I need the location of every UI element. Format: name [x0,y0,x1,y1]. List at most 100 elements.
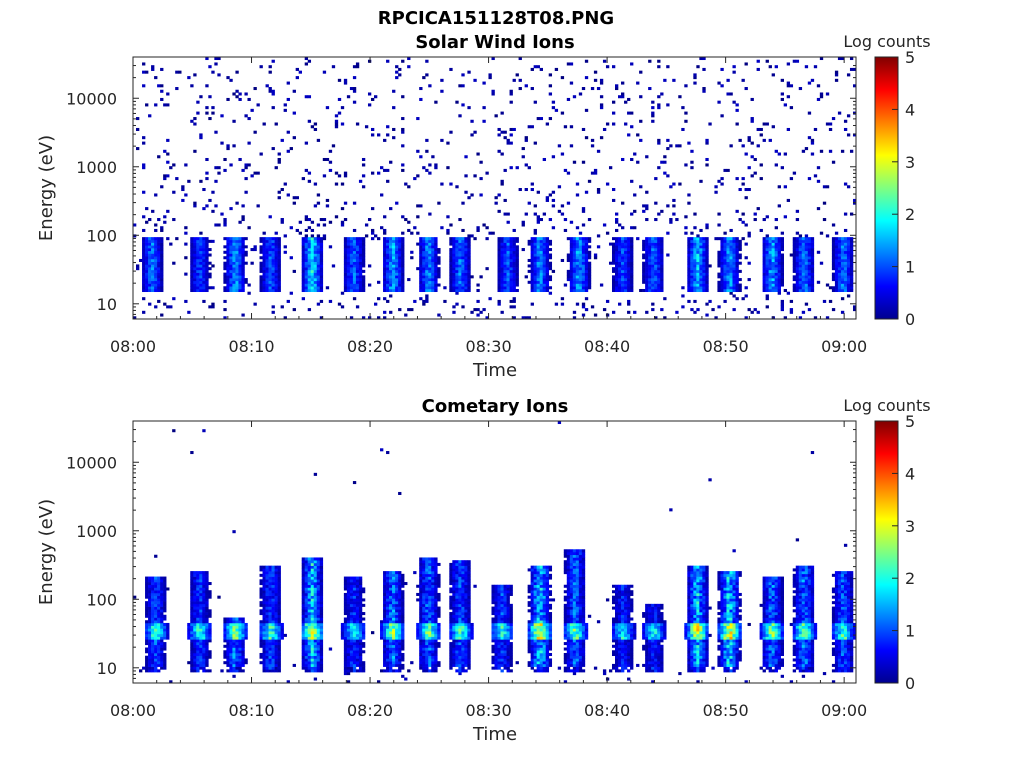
spectrogram-cell [256,204,260,208]
spectrogram-cell [307,560,312,564]
spectrogram-cell [675,310,679,314]
spectrogram-cell [259,573,263,577]
spectrogram-cell [798,87,803,91]
spectrogram-cell [792,278,797,282]
spectrogram-cell [283,316,287,320]
spectrogram-cell [337,78,342,82]
spectrogram-cell [422,253,426,257]
spectrogram-cell [389,283,393,287]
spectrogram-cell [458,242,462,246]
spectrogram-cell [271,579,275,583]
spectrogram-cell [265,669,269,673]
spectrogram-cell [795,239,800,243]
spectrogram-cell [265,642,269,646]
spectrogram-cell [229,620,233,624]
spectrogram-cell [304,612,309,616]
spectrogram-cell [569,245,574,249]
spectrogram-cell [235,644,239,648]
spectrogram-cell [148,245,152,249]
spectrogram-cell [145,628,149,632]
spectrogram-cell [205,275,209,279]
spectrogram-cell [720,261,724,265]
spectrogram-cell [548,291,553,295]
spectrogram-cell [262,261,266,265]
spectrogram-cell [392,278,396,282]
spectrogram-cell [753,308,757,312]
spectrogram-cell [142,310,146,314]
spectrogram-cell [208,590,212,594]
spectrogram-cell [584,136,589,140]
spectrogram-cell [208,669,212,673]
spectrogram-cell [265,612,269,616]
spectrogram-cell [157,606,161,610]
spectrogram-cell [151,209,155,213]
spectrogram-cell [304,625,309,629]
spectrogram-cell [238,631,242,635]
spectrogram-cell [199,283,203,287]
spectrogram-cell [621,267,625,271]
spectrogram-cell [163,587,167,591]
spectrogram-cell [401,245,405,249]
spectrogram-cell [705,261,709,265]
spectrogram-cell [199,280,203,284]
spectrogram-cell [732,261,736,265]
spectrogram-cell [431,267,435,271]
spectrogram-cell [419,253,423,257]
spectrogram-cell [307,283,312,287]
spectrogram-cell [211,264,215,268]
spectrogram-cell [732,269,736,273]
spectrogram-cell [151,250,155,254]
spectrogram-cell [542,275,547,279]
spectrogram-cell [274,636,278,640]
spectrogram-cell [816,207,821,211]
spectrogram-cell [223,631,227,635]
spectrogram-cell [247,117,251,121]
spectrogram-cell [259,636,263,640]
spectrogram-cell [232,261,236,265]
spectrogram-cell [386,256,390,260]
spectrogram-cell [545,122,550,126]
spectrogram-cell [274,571,278,575]
spectrogram-cell [624,286,628,290]
spectrogram-cell [148,625,152,629]
spectrogram-cell [145,642,149,646]
spectrogram-cell [684,119,688,123]
spectrogram-cell [536,280,540,284]
spectrogram-cell [804,242,809,246]
spectrogram-cell [395,267,399,271]
spectrogram-cell [849,283,854,287]
spectrogram-cell [389,245,393,249]
spectrogram-cell [232,642,236,646]
spectrogram-cell [419,237,423,241]
spectrogram-cell [157,609,161,613]
spectrogram-cell [226,669,230,673]
spectrogram-cell [301,592,306,596]
spectrogram-cell [166,237,170,241]
spectrogram-cell [313,239,318,243]
spectrogram-cell [843,237,848,241]
spectrogram-cell [151,264,155,268]
spectrogram-cell [747,308,751,312]
spectrogram-cell [503,256,507,260]
spectrogram-cell [151,283,155,287]
spectrogram-cell [587,237,592,241]
spectrogram-cell [732,275,736,279]
spectrogram-cell [148,633,152,637]
spectrogram-cell [268,598,272,602]
spectrogram-cell [193,286,197,290]
spectrogram-cell [262,278,266,282]
spectrogram-cell [479,160,483,164]
spectrogram-cell [696,261,700,265]
spectrogram-cell [196,587,200,591]
spectrogram-cell [389,288,393,293]
spectrogram-cell [618,256,622,260]
spectrogram-cell [615,288,619,293]
spectrogram-cell [747,261,751,265]
spectrogram-cell [425,239,429,243]
spectrogram-cell [804,256,809,260]
spectrogram-cell [268,590,272,594]
spectrogram-cell [383,231,387,235]
spectrogram-cell [163,663,167,667]
spectrogram-cell [771,242,775,246]
spectrogram-cell [154,666,158,670]
